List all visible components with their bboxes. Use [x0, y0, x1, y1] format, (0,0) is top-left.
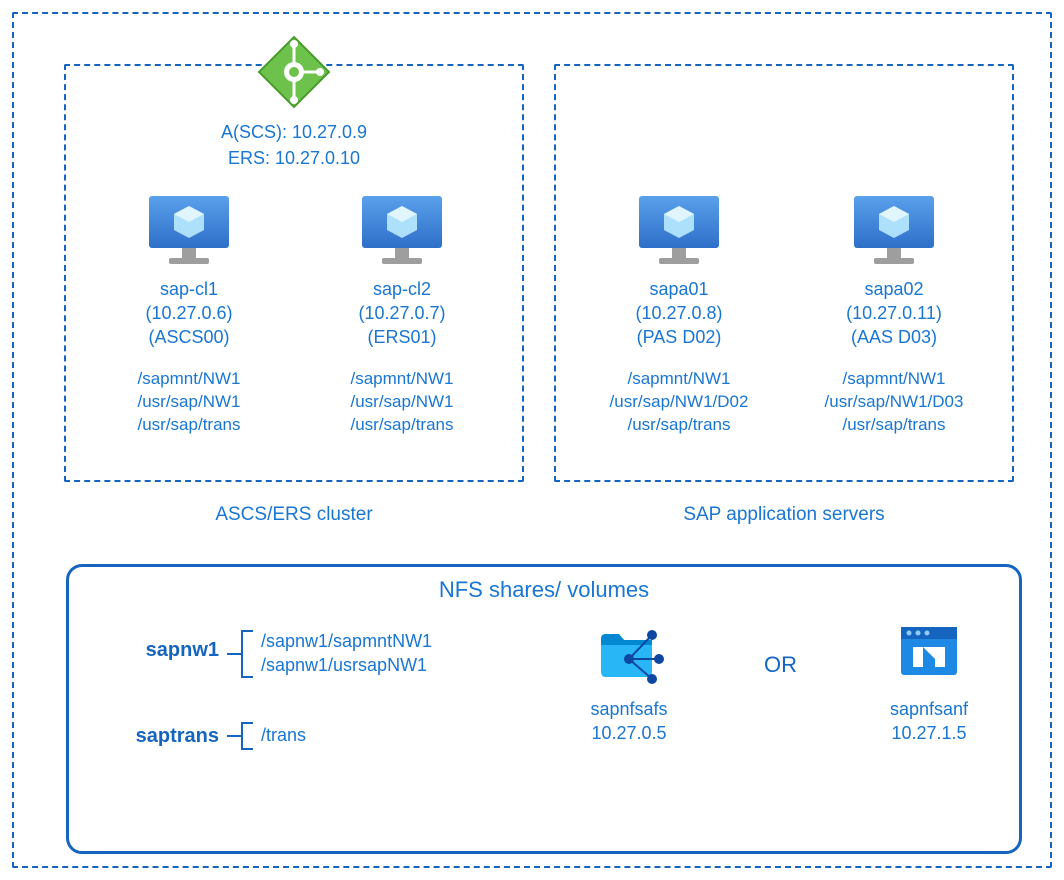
outer-container: A(SCS): 10.27.0.9 ERS: 10.27.0.10 sap-cl…	[12, 12, 1052, 868]
vm-paths: /sapmnt/NW1 /usr/sap/NW1/D03 /usr/sap/tr…	[784, 367, 1004, 436]
lb-ascs-ip: A(SCS): 10.27.0.9	[134, 119, 454, 145]
vm-icon	[634, 194, 724, 269]
endpoint-name: sapnfsafs	[559, 697, 699, 721]
vm-icon	[357, 194, 447, 269]
vm-name: sapa02	[784, 277, 1004, 301]
share-saptrans-paths: /trans	[261, 723, 306, 747]
vm-role: (ASCS00)	[79, 325, 299, 349]
vm-name: sapa01	[569, 277, 789, 301]
vm-name: sap-cl1	[79, 277, 299, 301]
vm-role: (AAS D03)	[784, 325, 1004, 349]
ascs-cluster-label: ASCS/ERS cluster	[64, 504, 524, 526]
share-sapnw1-paths: /sapnw1/sapmntNW1 /sapnw1/usrsapNW1	[261, 629, 432, 677]
vm-paths: /sapmnt/NW1 /usr/sap/NW1 /usr/sap/trans	[292, 367, 512, 436]
vm-ip: (10.27.0.8)	[569, 301, 789, 325]
vm-icon	[849, 194, 939, 269]
app-servers-label: SAP application servers	[554, 504, 1014, 526]
endpoint-ip: 10.27.0.5	[559, 721, 699, 745]
share-saptrans-label: saptrans	[119, 725, 219, 748]
bracket-icon	[241, 630, 243, 678]
vm-ip: (10.27.0.11)	[784, 301, 1004, 325]
vm-paths: /sapmnt/NW1 /usr/sap/NW1/D02 /usr/sap/tr…	[569, 367, 789, 436]
bracket-icon	[241, 722, 243, 750]
vm-role: (PAS D02)	[569, 325, 789, 349]
bracket-tick	[227, 653, 241, 655]
endpoint-name: sapnfsanf	[859, 697, 999, 721]
vm-sapa02: sapa02 (10.27.0.11) (AAS D03) /sapmnt/NW…	[784, 194, 1004, 436]
vm-icon	[144, 194, 234, 269]
file-share-icon	[589, 617, 669, 687]
endpoint-ip: 10.27.1.5	[859, 721, 999, 745]
share-sapnw1-label: sapnw1	[119, 639, 219, 662]
load-balancer-ips: A(SCS): 10.27.0.9 ERS: 10.27.0.10	[134, 119, 454, 171]
vm-name: sap-cl2	[292, 277, 512, 301]
nfs-title: NFS shares/ volumes	[69, 577, 1019, 603]
or-label: OR	[764, 652, 797, 678]
lb-ers-ip: ERS: 10.27.0.10	[134, 145, 454, 171]
vm-paths: /sapmnt/NW1 /usr/sap/NW1 /usr/sap/trans	[79, 367, 299, 436]
nfs-box: NFS shares/ volumes sapnw1 /sapnw1/sapmn…	[66, 564, 1022, 854]
netapp-files-icon	[889, 617, 969, 687]
vm-ip: (10.27.0.7)	[292, 301, 512, 325]
load-balancer-icon	[254, 32, 334, 112]
vm-ip: (10.27.0.6)	[79, 301, 299, 325]
vm-sap-cl1: sap-cl1 (10.27.0.6) (ASCS00) /sapmnt/NW1…	[79, 194, 299, 436]
vm-sapa01: sapa01 (10.27.0.8) (PAS D02) /sapmnt/NW1…	[569, 194, 789, 436]
nfs-endpoint-anf: sapnfsanf 10.27.1.5	[859, 617, 999, 745]
vm-role: (ERS01)	[292, 325, 512, 349]
nfs-endpoint-afs: sapnfsafs 10.27.0.5	[559, 617, 699, 745]
bracket-tick	[227, 735, 241, 737]
vm-sap-cl2: sap-cl2 (10.27.0.7) (ERS01) /sapmnt/NW1 …	[292, 194, 512, 436]
